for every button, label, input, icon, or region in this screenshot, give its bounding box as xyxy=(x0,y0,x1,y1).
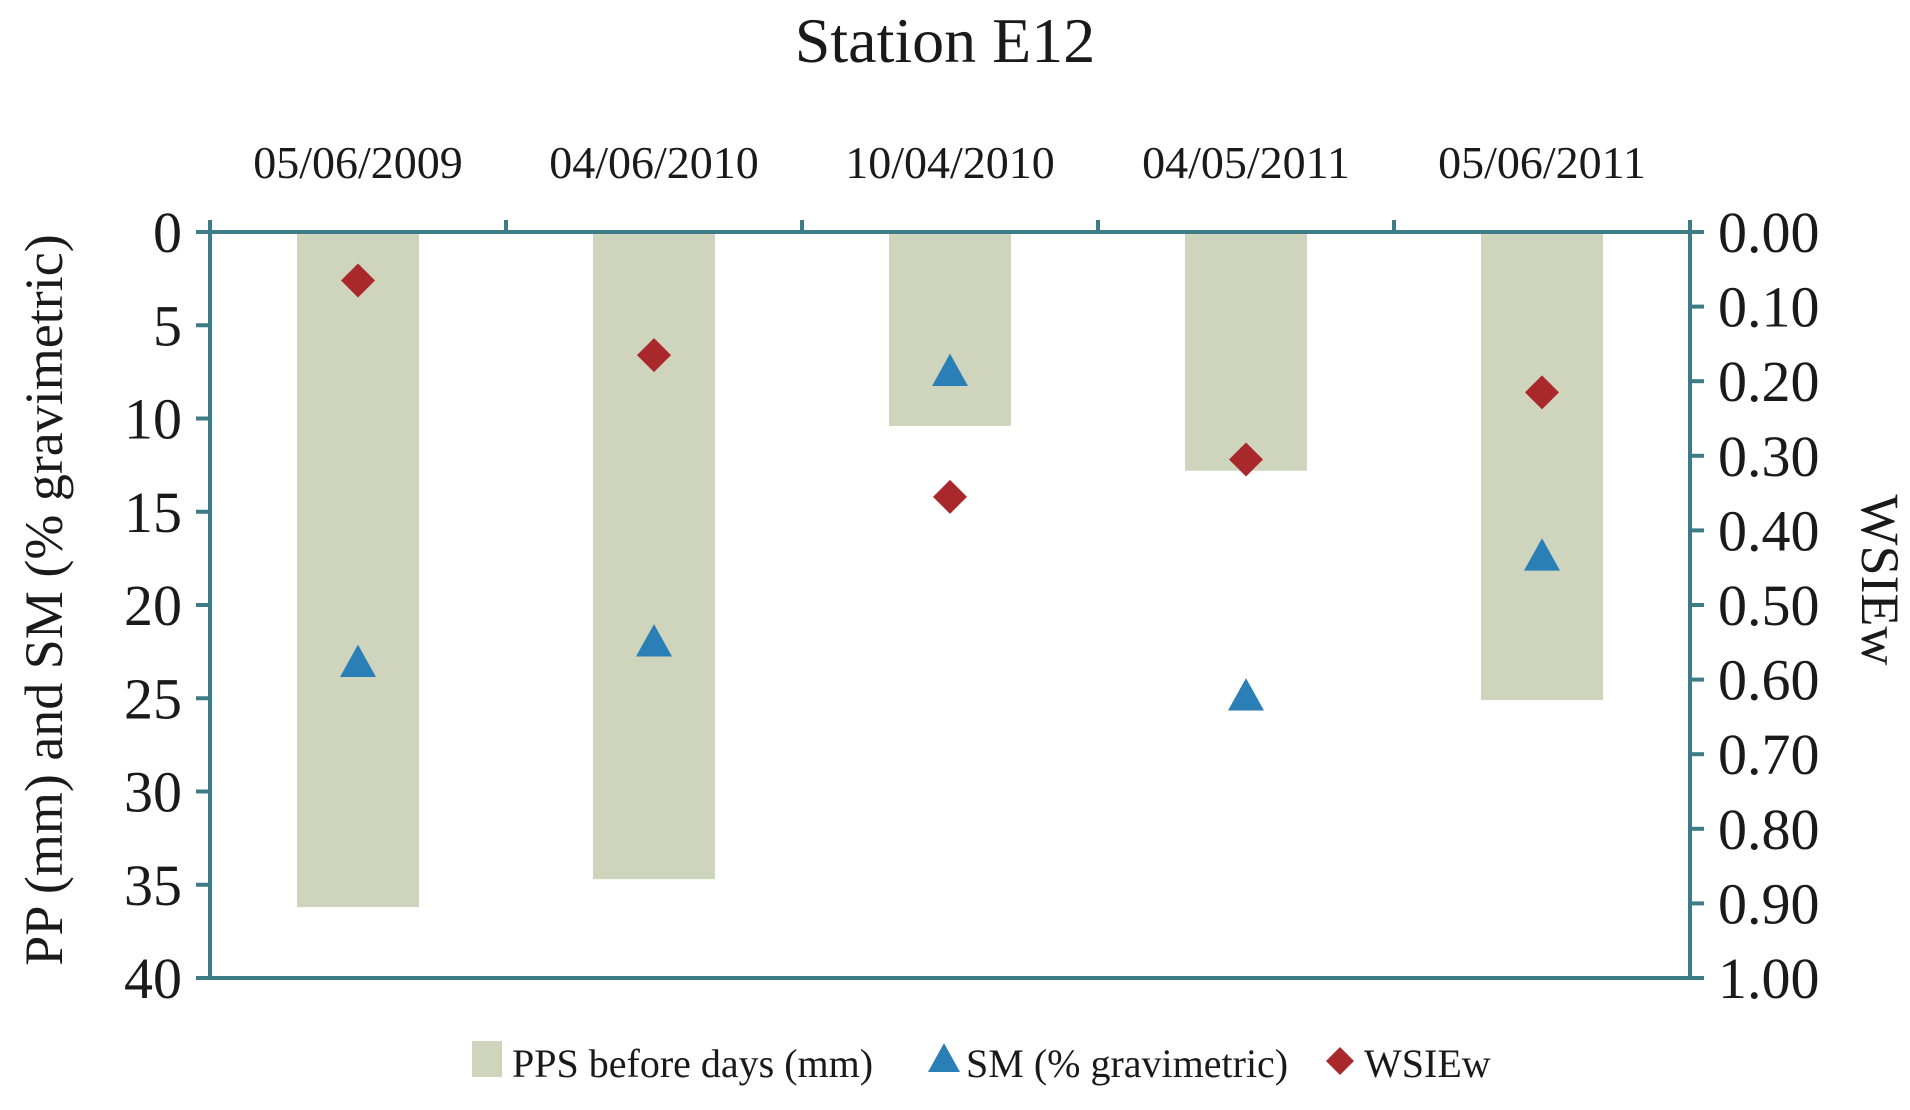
ticks-layer: 05/06/2009 04/06/2010 10/04/2010 04/05/2011… xyxy=(124,137,1820,1011)
x-tick-label-5: 05/06/2011 xyxy=(1438,137,1646,188)
right-tick-label-6: 0.60 xyxy=(1718,648,1820,713)
x-tick-label-4: 04/05/2011 xyxy=(1142,137,1350,188)
legend-label-pps: PPS before days (mm) xyxy=(512,1041,873,1086)
left-tick-label-5: 25 xyxy=(124,666,182,731)
left-tick-label-1: 5 xyxy=(153,293,182,358)
x-tick-label-2: 04/06/2010 xyxy=(549,137,759,188)
sm-point-4 xyxy=(1228,678,1264,711)
right-tick-label-1: 0.10 xyxy=(1718,275,1820,340)
right-tick-label-8: 0.80 xyxy=(1718,797,1820,862)
right-tick-label-3: 0.30 xyxy=(1718,424,1820,489)
markers-layer xyxy=(340,263,1560,711)
left-axis-label: PP (mm) and SM (% gravimetric) xyxy=(14,234,74,965)
right-tick-label-10: 1.00 xyxy=(1718,946,1820,1011)
text-layer: Station E12 PP (mm) and SM (% gravimetri… xyxy=(14,5,1910,966)
bars-layer xyxy=(297,232,1603,908)
chart-title: Station E12 xyxy=(795,5,1095,76)
right-axis-label: WSIEw xyxy=(1850,495,1910,666)
x-tick-label-1: 05/06/2009 xyxy=(253,137,463,188)
bar-1 xyxy=(297,232,419,908)
right-tick-label-7: 0.70 xyxy=(1718,722,1820,787)
sm-point-2 xyxy=(636,624,672,657)
right-tick-label-2: 0.20 xyxy=(1718,349,1820,414)
left-tick-label-3: 15 xyxy=(124,480,182,545)
legend-label-sm: SM (% gravimetric) xyxy=(966,1041,1288,1086)
wsiew-point-5 xyxy=(1525,375,1559,410)
left-tick-label-8: 40 xyxy=(124,946,182,1011)
right-tick-label-5: 0.50 xyxy=(1718,573,1820,638)
left-tick-label-0: 0 xyxy=(153,200,182,265)
wsiew-point-1 xyxy=(341,263,375,298)
legend-swatch-sm xyxy=(928,1043,960,1072)
left-tick-label-7: 35 xyxy=(124,853,182,918)
bar-5 xyxy=(1481,232,1603,701)
legend-swatch-wsiew xyxy=(1326,1047,1354,1075)
right-tick-label-9: 0.90 xyxy=(1718,871,1820,936)
legend-label-wsiew: WSIEw xyxy=(1364,1041,1491,1086)
left-tick-label-6: 30 xyxy=(124,760,182,825)
right-tick-label-4: 0.40 xyxy=(1718,498,1820,563)
left-tick-label-2: 10 xyxy=(124,387,182,452)
bar-3 xyxy=(889,232,1011,426)
x-tick-label-3: 10/04/2010 xyxy=(845,137,1055,188)
bar-4 xyxy=(1185,232,1307,471)
sm-point-1 xyxy=(340,644,376,677)
wsiew-point-2 xyxy=(637,338,671,373)
wsiew-point-4 xyxy=(1229,442,1263,477)
left-tick-label-4: 20 xyxy=(124,573,182,638)
sm-point-3 xyxy=(932,353,968,387)
sm-point-5 xyxy=(1524,538,1560,571)
right-tick-label-0: 0.00 xyxy=(1718,200,1820,265)
bar-2 xyxy=(593,232,715,880)
legend: PPS before days (mm) SM (% gravimetric) WS… xyxy=(472,1041,1491,1086)
legend-swatch-pps xyxy=(472,1041,502,1077)
wsiew-point-3 xyxy=(933,479,967,514)
